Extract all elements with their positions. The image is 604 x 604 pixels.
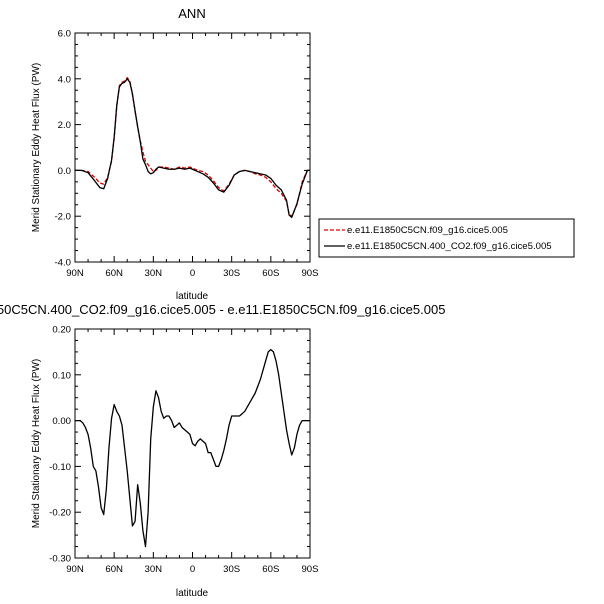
x-tick-label: 0 [190, 268, 195, 279]
x-axis-label-top: latitude [176, 291, 209, 302]
y-axis-label-bottom: Merid Stationary Eddy Heat Flux (PW) [31, 359, 42, 529]
series-line-1-2 [75, 78, 310, 218]
y-axis-ticks-bottom: 0.20 0.10 0.00 -0.10 -0.20 -0.30 [49, 325, 310, 565]
series-line-1-1 [75, 77, 310, 217]
plot-frame-top [74, 32, 311, 263]
x-tick-label: 30N [145, 268, 163, 279]
y-tick-label: -0.20 [49, 508, 71, 519]
series-group-bottom [75, 348, 310, 548]
series-line-2-1 [75, 348, 310, 548]
x-tick-label: 90N [66, 268, 84, 279]
y-tick-label: -0.30 [49, 554, 71, 565]
legend-label-series-1: e.e11.E1850C5CN.f09_g16.cice5.005 [347, 225, 508, 236]
x-axis-ticks-bottom: 90N 60N 30N 0 30S 60S 90S [66, 329, 319, 575]
series-group-top [75, 77, 310, 218]
legend-label-series-2: e.e11.E1850C5CN.400_CO2.f09_g16.cice5.00… [347, 241, 552, 252]
y-tick-label: -2.0 [54, 212, 71, 223]
x-tick-label: 30S [223, 564, 240, 575]
x-tick-label: 60N [105, 564, 123, 575]
y-tick-label: -4.0 [54, 258, 71, 269]
x-tick-label: 90S [301, 564, 318, 575]
y-tick-label: 0.20 [52, 325, 71, 336]
legend: e.e11.E1850C5CN.f09_g16.cice5.005 e.e11.… [318, 218, 575, 258]
y-tick-label: 0.0 [58, 166, 71, 177]
chart-title-top: ANN [178, 6, 205, 21]
y-tick-label: 4.0 [58, 74, 71, 85]
x-tick-label: 30S [223, 268, 240, 279]
x-tick-label: 30N [145, 564, 163, 575]
x-tick-label: 60N [105, 268, 123, 279]
y-tick-label: 6.0 [58, 29, 71, 40]
y-tick-label: 2.0 [58, 120, 71, 131]
x-tick-label: 0 [190, 564, 195, 575]
legend-box [318, 218, 575, 258]
y-axis-label-top: Merid Stationary Eddy Heat Flux (PW) [31, 63, 42, 233]
x-tick-label: 60S [262, 268, 279, 279]
y-axis-ticks-top: 6.0 4.0 2.0 0.0 -2.0 -4.0 [54, 29, 310, 269]
x-axis-label-bottom: latitude [176, 588, 209, 599]
chart-title-bottom: e.e11.E1850C5CN.400_CO2.f09_g16.cice5.00… [0, 302, 445, 317]
x-tick-label: 90S [301, 268, 318, 279]
y-tick-label: 0.10 [52, 370, 71, 381]
x-tick-label: 90N [66, 564, 84, 575]
y-tick-label: 0.00 [52, 416, 71, 427]
x-axis-ticks-top: 90N 60N 30N 0 30S 60S 90S [66, 33, 319, 279]
chart-panel-top: ANN 6.0 4.0 2.0 0.0 -2.0 -4.0 90N 60N 30N 0 30S 60… [31, 6, 575, 302]
x-tick-label: 60S [262, 564, 279, 575]
chart-panel-bottom: e.e11.E1850C5CN.400_CO2.f09_g16.cice5.00… [0, 302, 445, 599]
y-tick-label: -0.10 [49, 462, 71, 473]
